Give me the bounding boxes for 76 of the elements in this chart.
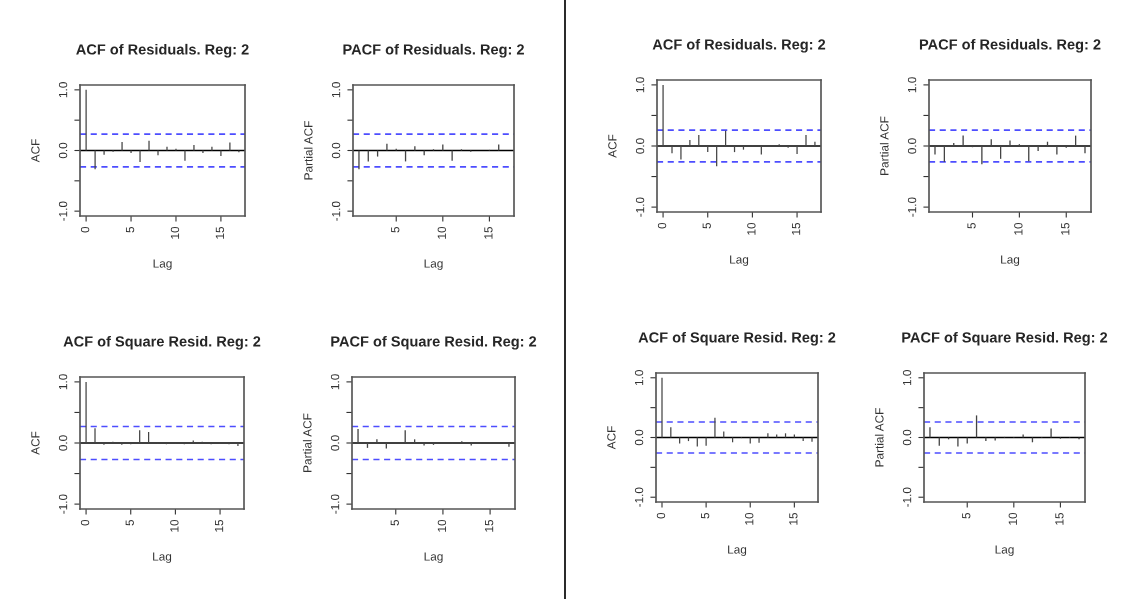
y-axis-title: ACF — [608, 134, 617, 158]
x-tick-label: 15 — [1061, 222, 1070, 235]
y-axis-title: ACF — [607, 426, 616, 450]
y-axis-title: ACF — [31, 139, 40, 163]
x-axis-title: Lag — [730, 255, 749, 266]
chart-title: ACF of Square Resid. Reg: 2 — [638, 331, 836, 346]
x-tick-label: 5 — [962, 512, 971, 519]
y-tick-label: 0.0 — [634, 429, 644, 446]
x-tick-label: 10 — [747, 222, 756, 235]
x-tick-label: 15 — [789, 512, 798, 525]
x-tick-label: 15 — [214, 519, 224, 532]
x-tick-label: 10 — [745, 512, 754, 525]
y-axis-title: Partial ACF — [303, 121, 313, 180]
y-tick-label: -1.0 — [902, 487, 912, 507]
y-axis-title: Partial ACF — [879, 116, 889, 175]
x-tick-label: 15 — [215, 226, 225, 239]
y-tick-label: 1.0 — [902, 370, 912, 386]
y-axis-title: Partial ACF — [302, 413, 312, 472]
y-tick-label: 1.0 — [331, 82, 341, 98]
x-tick-label: 15 — [484, 226, 493, 239]
x-axis-title: Lag — [424, 552, 443, 563]
y-tick-label: 1.0 — [330, 374, 340, 390]
y-axis-title: ACF — [31, 431, 40, 455]
y-tick-label: 0.0 — [902, 429, 912, 446]
y-tick-label: 0.0 — [907, 138, 917, 154]
y-tick-label: -1.0 — [58, 201, 68, 221]
chart-title: PACF of Residuals. Reg: 2 — [919, 38, 1101, 53]
x-tick-label: 5 — [702, 222, 711, 229]
x-axis-title: Lag — [424, 259, 443, 270]
x-axis-title: Lag — [995, 545, 1014, 556]
x-tick-label: 15 — [1055, 512, 1064, 525]
x-tick-label: 0 — [657, 222, 667, 229]
y-tick-label: 1.0 — [58, 374, 68, 390]
x-tick-label: 15 — [485, 519, 494, 532]
chart-title: PACF of Square Resid. Reg: 2 — [331, 335, 537, 350]
x-tick-label: 15 — [791, 222, 801, 235]
x-tick-label: 5 — [967, 222, 976, 229]
y-axis-title: Partial ACF — [874, 408, 884, 467]
x-tick-label: 10 — [1014, 222, 1023, 235]
x-tick-label: 0 — [656, 512, 666, 519]
x-axis-title: Lag — [1001, 255, 1020, 266]
y-tick-label: -1.0 — [330, 494, 340, 514]
x-tick-label: 5 — [701, 512, 710, 519]
x-tick-label: 10 — [437, 519, 447, 532]
x-tick-label: 10 — [170, 519, 179, 532]
y-tick-label: 1.0 — [907, 77, 917, 93]
y-tick-label: 1.0 — [635, 77, 645, 93]
y-tick-label: 1.0 — [58, 82, 68, 98]
x-tick-label: 5 — [391, 226, 400, 233]
chart-title: ACF of Residuals. Reg: 2 — [76, 43, 249, 58]
x-axis-title: Lag — [153, 259, 172, 270]
x-tick-label: 0 — [80, 519, 90, 526]
x-tick-label: 10 — [437, 226, 446, 239]
x-axis-title: Lag — [728, 545, 747, 556]
y-tick-label: 0.0 — [58, 142, 68, 159]
chart-title: PACF of Square Resid. Reg: 2 — [902, 331, 1108, 346]
chart-title: ACF of Square Resid. Reg: 2 — [63, 335, 261, 350]
y-tick-label: 0.0 — [635, 138, 645, 154]
y-tick-label: 0.0 — [330, 435, 340, 451]
x-tick-label: 0 — [80, 226, 90, 233]
y-tick-label: 0.0 — [331, 142, 341, 159]
x-tick-label: 5 — [125, 519, 134, 526]
chart-title: PACF of Residuals. Reg: 2 — [343, 43, 524, 58]
x-tick-label: 5 — [125, 226, 135, 233]
chart-title: ACF of Residuals. Reg: 2 — [652, 38, 826, 53]
x-tick-label: 5 — [390, 519, 399, 526]
x-tick-label: 10 — [170, 226, 180, 239]
y-tick-label: -1.0 — [331, 201, 341, 221]
y-tick-label: -1.0 — [634, 487, 644, 507]
y-tick-label: -1.0 — [635, 197, 645, 217]
y-tick-label: 0.0 — [58, 435, 68, 451]
y-tick-label: -1.0 — [907, 197, 917, 217]
y-tick-label: 1.0 — [634, 370, 644, 386]
y-tick-label: -1.0 — [58, 494, 68, 514]
x-tick-label: 10 — [1008, 512, 1017, 525]
x-axis-title: Lag — [153, 552, 172, 563]
